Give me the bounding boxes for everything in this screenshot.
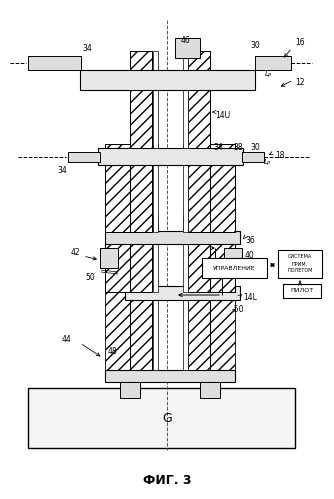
Bar xyxy=(278,250,322,278)
Bar xyxy=(188,144,210,232)
Text: 50: 50 xyxy=(85,272,95,281)
Text: УПРАВЛЕНИЕ: УПРАВЛЕНИЕ xyxy=(213,265,256,270)
Bar xyxy=(68,152,100,162)
Bar xyxy=(255,56,291,70)
Bar xyxy=(130,290,152,370)
Text: ПОЛЕТОМ: ПОЛЕТОМ xyxy=(287,268,313,273)
Bar xyxy=(188,215,210,292)
Bar xyxy=(200,382,220,398)
Bar xyxy=(210,290,235,370)
Text: G: G xyxy=(162,412,172,425)
Bar xyxy=(105,290,130,370)
Bar xyxy=(130,215,152,292)
Text: 34: 34 xyxy=(213,143,223,152)
Bar xyxy=(28,56,81,70)
Bar xyxy=(105,370,235,382)
Text: 14U: 14U xyxy=(215,110,230,119)
Bar xyxy=(105,215,130,292)
Text: 16: 16 xyxy=(295,37,305,46)
Bar xyxy=(153,51,158,148)
Text: ФИГ. 3: ФИГ. 3 xyxy=(143,475,191,488)
Bar xyxy=(153,290,158,370)
Bar xyxy=(202,258,267,278)
Bar xyxy=(130,51,152,148)
Bar xyxy=(130,144,152,232)
Bar xyxy=(224,248,242,268)
Bar xyxy=(130,290,152,370)
Bar xyxy=(153,144,158,232)
Text: 34: 34 xyxy=(82,43,92,52)
Text: 34: 34 xyxy=(57,166,67,175)
Text: $L_P$: $L_P$ xyxy=(263,158,272,168)
Bar xyxy=(125,286,240,300)
Bar xyxy=(98,148,243,165)
Text: 40: 40 xyxy=(245,250,255,259)
Bar xyxy=(210,215,235,292)
Bar xyxy=(210,144,235,232)
Text: СИСТЕМА: СИСТЕМА xyxy=(288,254,312,259)
Bar xyxy=(183,144,188,232)
Bar xyxy=(188,144,210,232)
Bar xyxy=(130,51,152,148)
Text: ПРИМ.: ПРИМ. xyxy=(292,261,308,266)
Bar xyxy=(100,248,118,268)
Text: 38: 38 xyxy=(233,143,242,152)
Text: ПИЛОТ: ПИЛОТ xyxy=(291,288,314,293)
Bar xyxy=(188,51,210,148)
Bar xyxy=(130,215,152,292)
Bar xyxy=(188,215,210,292)
Bar xyxy=(120,382,140,398)
Text: 14L: 14L xyxy=(243,293,257,302)
Bar xyxy=(283,284,321,298)
Bar xyxy=(153,215,158,292)
Bar xyxy=(105,215,130,292)
Text: 30: 30 xyxy=(250,143,260,152)
Bar xyxy=(130,144,152,232)
Text: 44: 44 xyxy=(62,335,72,344)
Text: -50: -50 xyxy=(232,305,244,314)
Bar xyxy=(80,70,255,90)
Text: 46: 46 xyxy=(181,35,191,44)
Bar xyxy=(188,51,210,148)
Bar xyxy=(183,215,188,292)
Bar xyxy=(28,388,295,448)
Text: 48: 48 xyxy=(108,347,118,356)
Bar xyxy=(183,290,188,370)
Text: 30: 30 xyxy=(250,40,260,49)
Text: $L_P$: $L_P$ xyxy=(264,70,273,80)
Bar xyxy=(242,152,264,162)
Bar xyxy=(210,215,235,292)
Text: 42: 42 xyxy=(71,248,80,256)
Bar xyxy=(183,51,188,148)
Text: 18: 18 xyxy=(275,151,285,160)
Bar xyxy=(105,231,240,244)
Bar xyxy=(105,144,130,232)
Bar xyxy=(105,144,130,232)
Text: 36: 36 xyxy=(245,236,255,245)
Text: 12: 12 xyxy=(295,77,305,86)
Bar xyxy=(188,290,210,370)
Bar xyxy=(210,144,235,232)
Bar xyxy=(175,38,200,58)
Bar xyxy=(188,290,210,370)
